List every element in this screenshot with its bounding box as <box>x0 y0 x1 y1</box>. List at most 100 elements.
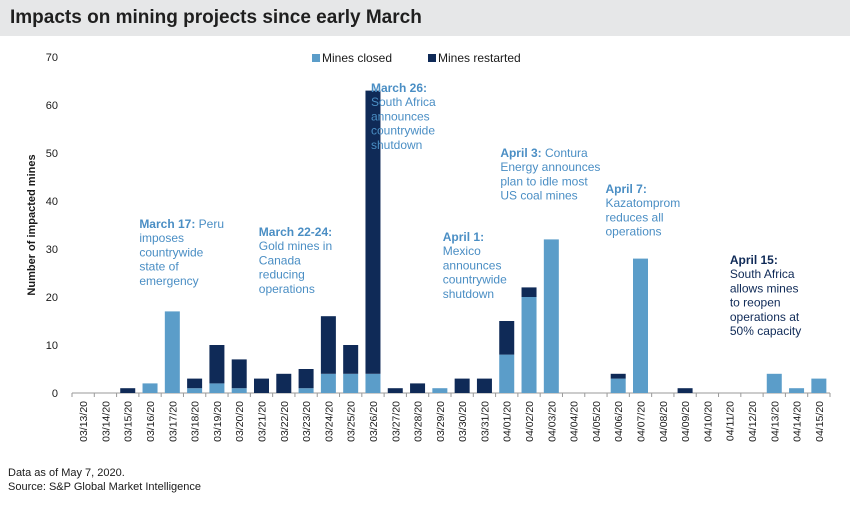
x-tick-label: 03/17/20 <box>167 401 179 442</box>
annotation-line: plan to idle most <box>500 174 588 188</box>
legend-swatch <box>312 54 320 62</box>
x-tick-label: 03/27/20 <box>390 401 402 442</box>
x-tick-label: 03/21/20 <box>257 401 269 442</box>
bar-restarted <box>187 378 203 389</box>
bar-restarted <box>231 359 247 389</box>
footer: Data as of May 7, 2020. Source: S&P Glob… <box>8 466 201 494</box>
x-tick-label: 04/10/20 <box>702 401 714 442</box>
x-tick-label: 03/30/20 <box>457 401 469 442</box>
bar-closed <box>633 258 648 393</box>
x-tick-label: 03/20/20 <box>234 401 246 442</box>
annotation-line: Kazatomprom <box>606 196 681 210</box>
annotation-line: South Africa <box>730 267 795 281</box>
annotation-line: operations <box>259 282 315 296</box>
bar-restarted <box>209 345 225 384</box>
x-tick-label: 03/19/20 <box>212 401 224 442</box>
annotation-line: countrywide <box>371 124 435 138</box>
bar-restarted <box>521 287 537 297</box>
legend-swatch <box>428 54 436 62</box>
legend-label: Mines closed <box>322 51 392 65</box>
annotation-line: US coal mines <box>500 189 577 203</box>
x-tick-label: 03/25/20 <box>346 401 358 442</box>
bar-closed <box>610 378 626 393</box>
annotation-line: allows mines <box>730 281 799 295</box>
bar-restarted <box>320 316 336 374</box>
bar-closed <box>789 388 805 393</box>
annotation-line: state of <box>139 260 179 274</box>
y-tick-label: 50 <box>46 148 58 160</box>
annotation-line: reducing <box>259 268 305 282</box>
x-tick-label: 03/28/20 <box>413 401 425 442</box>
bar-closed <box>811 378 827 393</box>
annotation-line: countrywide <box>139 245 203 259</box>
x-tick-label: 04/15/20 <box>814 401 826 442</box>
annotation-line: April 15: <box>730 253 778 267</box>
x-tick-label: 03/15/20 <box>123 401 135 442</box>
x-tick-label: 03/14/20 <box>100 401 112 442</box>
x-tick-label: 04/08/20 <box>658 401 670 442</box>
x-tick-label: 04/14/20 <box>792 401 804 442</box>
annotation-line: Gold mines in <box>259 239 332 253</box>
bar-closed <box>365 373 381 393</box>
bar-closed <box>142 383 158 393</box>
annotation-line: to reopen <box>730 296 781 310</box>
bar-closed <box>187 388 203 393</box>
title-bar: Impacts on mining projects since early M… <box>0 0 850 36</box>
y-tick-label: 30 <box>46 244 58 256</box>
annotation-line: April 7: <box>606 182 647 196</box>
bar-restarted <box>276 373 292 393</box>
annotation-line: announces <box>443 258 502 272</box>
annotation-line: April 3: Contura <box>500 146 588 160</box>
bar-closed <box>543 239 559 393</box>
y-tick-label: 0 <box>52 388 58 400</box>
annotation-line: March 22-24: <box>259 225 332 239</box>
x-tick-label: 03/26/20 <box>368 401 380 442</box>
bar-closed <box>521 297 537 393</box>
bar-restarted <box>454 378 470 393</box>
bar-restarted <box>610 373 626 379</box>
annotation-line: shutdown <box>371 138 422 152</box>
annotation-line: shutdown <box>443 287 494 301</box>
bar-restarted <box>677 388 693 393</box>
annotation-line: 50% capacity <box>730 324 801 338</box>
annotation-line: reduces all <box>606 210 664 224</box>
x-tick-label: 03/16/20 <box>145 401 157 442</box>
annotation-line: April 1: <box>443 230 484 244</box>
bar-restarted <box>499 321 515 355</box>
annotation-line: countrywide <box>443 273 507 287</box>
x-tick-label: 04/01/20 <box>502 401 514 442</box>
x-tick-label: 04/04/20 <box>569 401 581 442</box>
x-tick-label: 04/03/20 <box>546 401 558 442</box>
annotation-line: emergency <box>139 274 198 288</box>
annotation-line: Mexico <box>443 244 481 258</box>
annotation-line: Energy announces <box>500 160 600 174</box>
annotation-line: March 17: Peru <box>139 217 224 231</box>
x-tick-label: 03/18/20 <box>190 401 202 442</box>
annotation-line: operations <box>606 225 662 239</box>
x-tick-label: 03/22/20 <box>279 401 291 442</box>
data-note: Data as of May 7, 2020. <box>8 467 125 479</box>
bar-closed <box>231 388 247 393</box>
x-tick-label: 03/29/20 <box>435 401 447 442</box>
x-tick-label: 03/13/20 <box>78 401 90 442</box>
x-tick-label: 04/05/20 <box>591 401 603 442</box>
x-tick-label: 04/12/20 <box>747 401 759 442</box>
bar-closed <box>432 388 448 393</box>
bar-restarted <box>365 90 381 374</box>
bar-restarted <box>387 388 403 393</box>
y-axis-label: Number of impacted mines <box>26 154 38 295</box>
annotation-line: March 26: <box>371 81 427 95</box>
x-tick-label: 03/24/20 <box>323 401 335 442</box>
annotation-line: Canada <box>259 253 301 267</box>
x-tick-label: 04/13/20 <box>769 401 781 442</box>
annotation-line: imposes <box>139 231 184 245</box>
bar-closed <box>343 373 359 393</box>
y-tick-label: 40 <box>46 196 58 208</box>
annotation-line: operations at <box>730 310 800 324</box>
bar-closed <box>298 388 314 393</box>
chart-title: Impacts on mining projects since early M… <box>10 7 422 28</box>
bar-restarted <box>120 388 136 393</box>
bar-restarted <box>476 378 492 393</box>
annotation-line: South Africa <box>371 95 436 109</box>
x-tick-label: 04/07/20 <box>636 401 648 442</box>
